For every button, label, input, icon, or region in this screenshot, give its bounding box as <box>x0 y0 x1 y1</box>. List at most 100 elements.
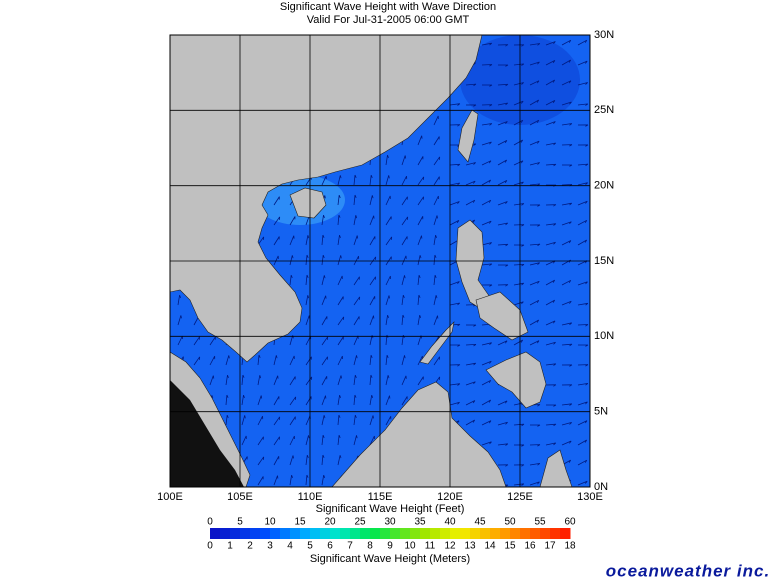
lon-label: 130E <box>577 491 603 503</box>
wave-arrow <box>561 144 573 147</box>
wave-arrow <box>337 175 342 186</box>
meters-tick-label: 2 <box>247 541 253 552</box>
colorbar-swatch <box>540 528 551 539</box>
meters-tick-label: 14 <box>484 541 496 552</box>
feet-tick-label: 55 <box>534 517 546 528</box>
feet-tick-label: 60 <box>564 517 576 528</box>
wave-arrow <box>225 414 229 426</box>
wave-arrow <box>561 240 572 246</box>
wave-arrow <box>433 254 437 266</box>
wave-arrow <box>241 415 246 426</box>
wave-arrow <box>321 395 327 406</box>
wave-arrow <box>337 455 342 466</box>
wave-arrow <box>545 60 556 66</box>
wave-arrow <box>241 394 245 406</box>
colorbar-swatch <box>260 528 271 539</box>
wave-arrow <box>529 481 540 486</box>
wave-arrow <box>177 294 181 306</box>
wave-arrow <box>433 356 440 366</box>
meters-tick-label: 18 <box>564 541 576 552</box>
wave-arrow <box>401 255 407 266</box>
wave-arrow <box>321 234 325 246</box>
wave-arrow <box>289 355 295 366</box>
colorbar-swatch <box>520 528 531 539</box>
wave-arrow <box>417 156 424 166</box>
wave-arrow <box>529 162 540 166</box>
wave-arrow <box>417 235 423 246</box>
colorbar-swatch <box>480 528 491 539</box>
wave-arrow <box>353 296 361 306</box>
wave-arrow <box>545 384 557 387</box>
wave-arrow <box>433 274 437 286</box>
wave-arrow <box>561 440 572 446</box>
wave-arrow <box>497 102 509 106</box>
meters-tick-label: 5 <box>307 541 313 552</box>
wave-arrow <box>577 82 588 86</box>
wave-arrow <box>529 243 541 247</box>
wave-arrow <box>577 324 589 327</box>
wave-arrow <box>369 394 374 406</box>
map <box>170 35 590 487</box>
wave-arrow <box>545 100 556 106</box>
wave-arrow <box>321 295 327 306</box>
wave-arrow <box>529 299 540 306</box>
wave-arrow <box>385 154 389 166</box>
wave-arrow <box>305 435 310 446</box>
wave-arrow <box>337 336 344 346</box>
colorbar-swatch <box>530 528 541 539</box>
wave-arrow <box>369 435 375 446</box>
wave-arrow <box>497 340 508 346</box>
wave-arrow <box>289 474 293 486</box>
wave-arrow <box>545 363 557 366</box>
wave-arrow <box>465 344 477 347</box>
wave-arrow <box>353 394 357 406</box>
wave-arrow <box>401 314 405 326</box>
wave-arrow <box>577 281 588 286</box>
wave-arrow <box>401 155 407 166</box>
wave-arrow <box>273 255 279 266</box>
wave-arrow <box>369 296 376 306</box>
wave-arrow <box>577 144 589 147</box>
wave-arrow <box>353 194 357 206</box>
colorbar-swatch <box>270 528 281 539</box>
wave-arrow <box>257 415 264 426</box>
wave-arrow <box>497 400 508 406</box>
wave-arrow <box>545 204 557 207</box>
wave-arrow <box>513 224 525 227</box>
wave-arrow <box>321 434 325 446</box>
wave-arrow <box>577 239 588 246</box>
lat-label: 10N <box>594 330 614 342</box>
wave-arrow <box>417 176 425 186</box>
wave-arrow <box>385 354 389 366</box>
wave-arrow <box>561 403 573 406</box>
colorbar-swatch <box>310 528 321 539</box>
wave-arrow <box>545 341 556 346</box>
wave-arrow <box>353 276 360 286</box>
wave-arrow <box>257 476 264 486</box>
wave-arrow <box>545 163 557 167</box>
wave-arrow <box>577 439 588 446</box>
wave-arrow <box>209 355 216 366</box>
wave-arrow <box>289 274 293 286</box>
lon-label: 115E <box>368 491 393 503</box>
colorbar-swatch <box>450 528 461 539</box>
wave-arrow <box>513 160 524 166</box>
wave-arrow <box>401 275 406 286</box>
wave-arrow <box>577 401 588 406</box>
wave-arrow <box>545 279 556 286</box>
wave-arrow <box>529 340 540 346</box>
colorbar-swatch <box>350 528 361 539</box>
wave-arrow <box>481 141 492 146</box>
graticule <box>170 35 590 487</box>
wave-arrow <box>433 115 439 126</box>
wave-arrow <box>577 163 589 167</box>
wave-arrow <box>273 196 280 206</box>
wave-arrow <box>353 255 360 266</box>
wave-arrow <box>481 441 492 446</box>
wave-arrow <box>529 444 541 447</box>
wave-arrow <box>289 455 294 466</box>
meters-tick-label: 7 <box>347 541 353 552</box>
wave-arrow <box>289 335 294 346</box>
wave-arrow <box>385 236 393 246</box>
wave-arrow <box>497 180 508 186</box>
